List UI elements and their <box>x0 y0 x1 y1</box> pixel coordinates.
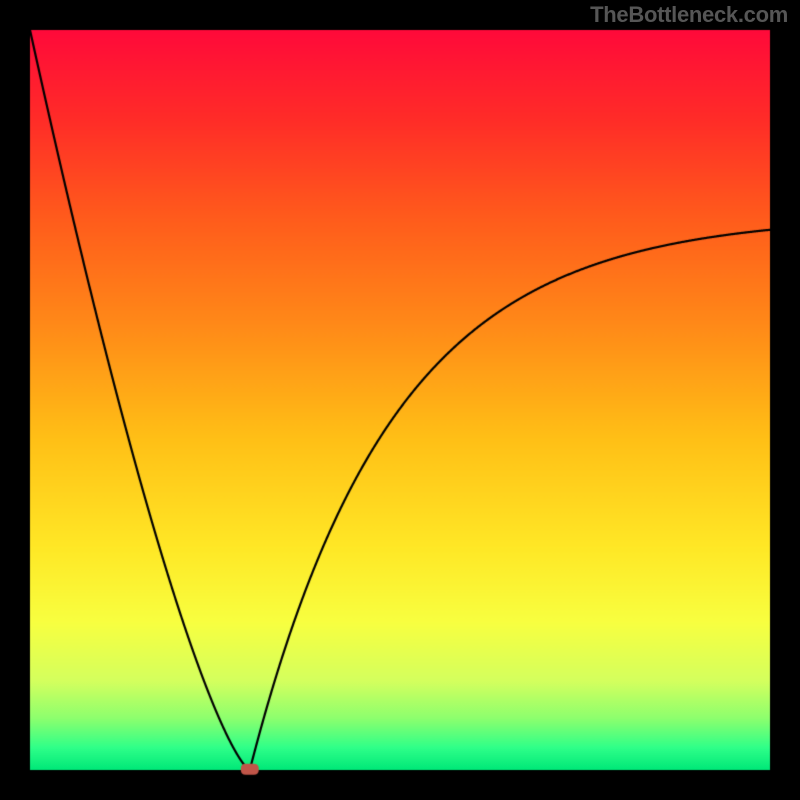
bottleneck-chart-canvas <box>0 0 800 800</box>
chart-frame: TheBottleneck.com <box>0 0 800 800</box>
